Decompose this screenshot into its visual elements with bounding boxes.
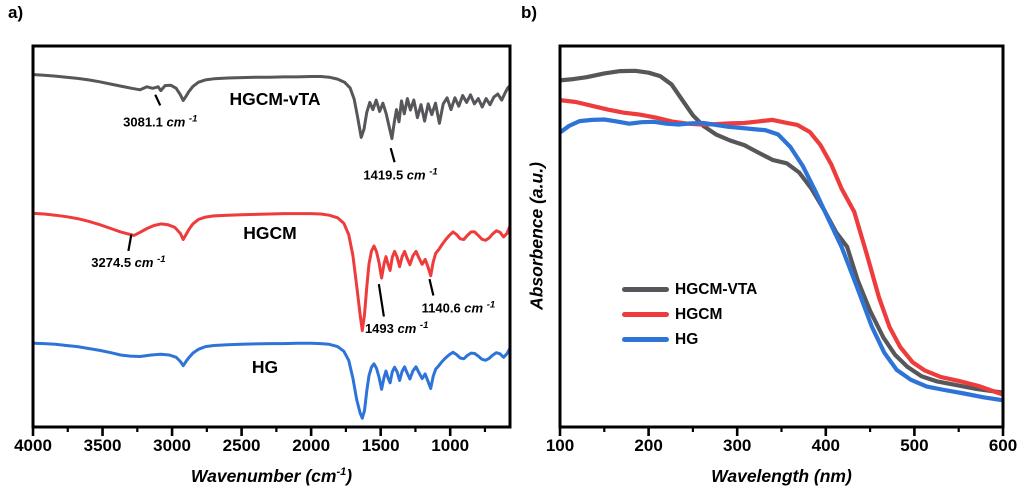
x-axis-label-wavenumber-sup: -1	[336, 466, 347, 479]
legend-line-red	[622, 312, 669, 317]
y-axis-label-absorbence: Absorbence (a.u.)	[526, 162, 547, 310]
legend-label: HGCM-VTA	[675, 280, 758, 298]
x-tick-label: 600	[989, 436, 1017, 455]
peak-annotation-1140.6: 1140.6 cm -1	[422, 300, 496, 316]
peak-annotation-leader	[127, 234, 133, 252]
legend-label: HGCM	[675, 305, 723, 323]
x-axis-label-wavelength: Wavelength (nm)	[711, 466, 852, 486]
x-axis-label-wavenumber: Wavenumber (cm-1)	[33, 466, 510, 487]
peak-annotation-3081.1: 3081.1 cm -1	[123, 114, 197, 130]
uvvis-series-hgcm-curve	[561, 98, 1002, 397]
legend-item-hgcm-vta: HGCM-VTA	[622, 277, 757, 302]
x-tick-label: 2500	[223, 436, 261, 455]
peak-annotation-leader	[428, 278, 435, 296]
x-tick-label: 3500	[84, 436, 122, 455]
x-tick-label: 1500	[362, 436, 400, 455]
peak-annotation-1419.5: 1419.5 cm -1	[363, 166, 437, 182]
x-tick-label: 100	[546, 436, 574, 455]
legend-item-hgcm: HGCM	[622, 302, 757, 327]
x-tick-label: 200	[634, 436, 662, 455]
ftir-series-hg-curve	[34, 341, 509, 420]
ftir-series-label-hg: HG	[252, 357, 278, 377]
legend-line-gray	[622, 287, 669, 292]
x-tick-label: 300	[723, 436, 751, 455]
x-tick-label: 3000	[153, 436, 191, 455]
ftir-series-hgcm-curve	[34, 211, 509, 333]
ftir-series-label-hgcm-vta: HGCM-vTA	[229, 89, 320, 109]
uvvis-plot-box	[558, 44, 1005, 429]
x-axis-label-wavenumber-text: Wavenumber (cm	[190, 466, 337, 486]
x-tick-label: 4000	[14, 436, 52, 455]
uvvis-series-hg-curve	[561, 117, 1002, 403]
peak-annotation-leader	[389, 147, 396, 163]
uvvis-panel: 100 200 300 400 500 600	[546, 44, 1017, 455]
panel-a-letter: a)	[8, 3, 24, 22]
uvvis-series-hgcm-vta-curve	[561, 68, 1002, 395]
x-axis-label-wavenumber-suffix: )	[346, 466, 353, 486]
peak-annotation-leader	[154, 94, 162, 106]
ftir-series-hgcm-vta-curve	[34, 73, 509, 141]
x-tick-label: 500	[900, 436, 928, 455]
peak-annotation-3274.5: 3274.5 cm -1	[91, 254, 165, 270]
x-tick-label: 2000	[292, 436, 330, 455]
x-tick-label: 1000	[431, 436, 469, 455]
ftir-series-label-hgcm: HGCM	[243, 223, 296, 243]
legend-label: HG	[675, 330, 699, 348]
peak-annotation-leader	[377, 283, 385, 317]
panel-b-letter: b)	[521, 3, 538, 22]
legend-item-hg: HG	[622, 327, 757, 352]
x-tick-label: 400	[812, 436, 840, 455]
legend: HGCM-VTA HGCM HG	[622, 277, 757, 352]
ftir-panel: 4000 3500 3000 2500 2000 1500 1000 HGCM-vTA HGCM…	[14, 44, 512, 455]
legend-line-blue	[622, 337, 669, 342]
peak-annotation-1493: 1493 cm -1	[365, 320, 428, 336]
ftir-plot-box	[31, 44, 512, 429]
